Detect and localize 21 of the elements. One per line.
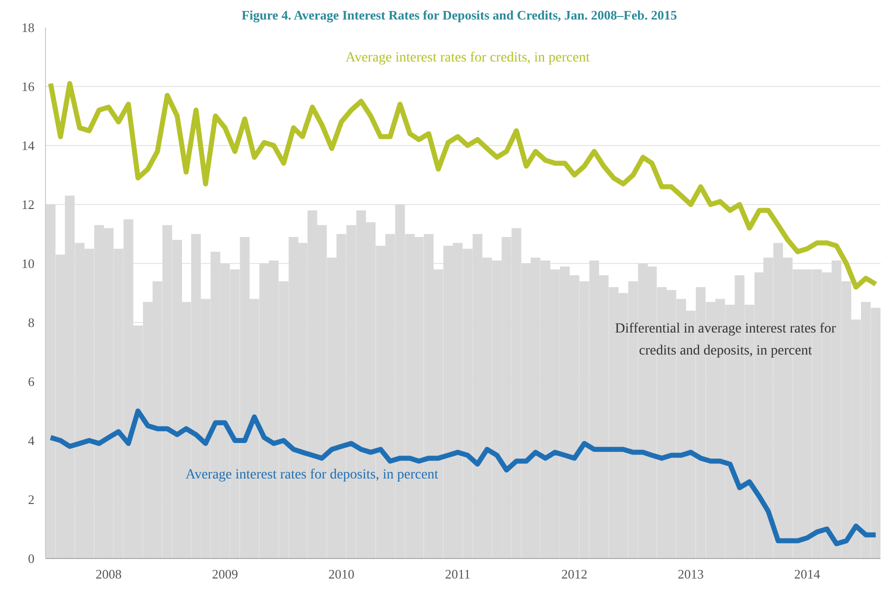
y-tick-label: 2 (28, 492, 34, 507)
series-label: Differential in average interest rates for credits and deposits, in percent (615, 322, 836, 358)
text: Average interest rates for credits, in percent (346, 50, 590, 66)
x-tick-label: 2010 (328, 566, 354, 582)
y-tick-label: 12 (22, 197, 34, 212)
series-label: Average interest rates for deposits, in percent (186, 468, 438, 482)
y-tick-label: 16 (22, 79, 35, 94)
y-tick-label: 18 (22, 20, 34, 35)
y-tick-label: 10 (22, 256, 34, 271)
y-tick-label: 6 (28, 374, 35, 389)
x-tick-label: 2012 (561, 566, 588, 582)
x-tick-label: 2008 (96, 566, 122, 582)
chart-title: Figure 4. Average Interest Rates for Deposits and Credits, Jan. 2008–Feb. 2015 (242, 8, 678, 22)
y-tick-label: 0 (28, 551, 34, 566)
x-tick-label: 2013 (678, 566, 704, 582)
y-tick-label: 8 (28, 315, 34, 330)
y-tick-label: 14 (22, 138, 35, 153)
x-tick-label: 2011 (444, 566, 471, 582)
y-tick-label: 4 (28, 433, 35, 448)
x-tick-label: 2009 (212, 566, 238, 582)
x-tick-label: 2014 (794, 566, 821, 582)
